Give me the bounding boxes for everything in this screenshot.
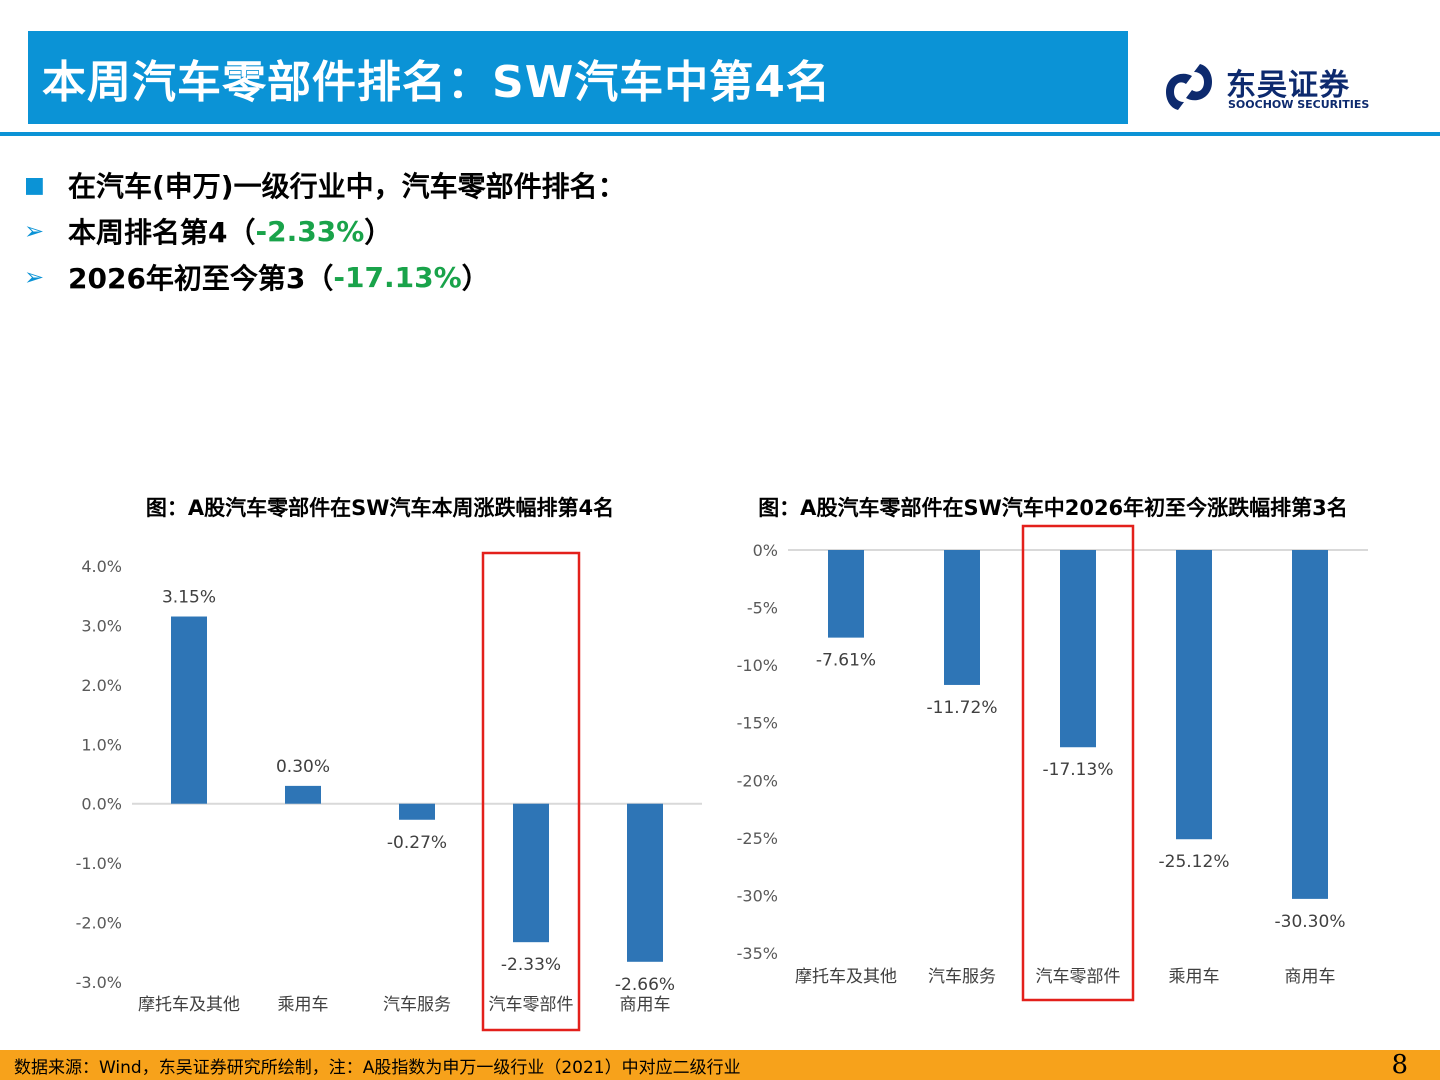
chart-2-title: 图：A股汽车零部件在SW汽车中2026年初至今涨跌幅排第3名	[758, 496, 1348, 520]
bullet-week: ➢ 本周排名第4（ -2.33%）	[24, 208, 626, 254]
bar	[1176, 550, 1212, 840]
y-tick-label: -15%	[737, 714, 778, 733]
bullet-ytd-value: -17.13%	[333, 260, 462, 294]
y-tick-label: -30%	[737, 886, 778, 905]
category-label: 汽车零部件	[489, 995, 574, 1015]
bar	[944, 550, 980, 685]
highlight-box	[481, 551, 581, 1032]
arrow-bullet-icon: ➢	[24, 217, 45, 245]
y-tick-label: 0.0%	[81, 795, 122, 814]
summary-bullets: ■ 在汽车(申万)一级行业中，汽车零部件排名： ➢ 本周排名第4（ -2.33%）…	[24, 162, 626, 300]
data-label: 3.15%	[162, 588, 216, 608]
y-tick-label: -2.0%	[76, 914, 122, 933]
y-tick-label: -5%	[747, 599, 778, 618]
bullet-week-value: -2.33%	[255, 214, 365, 248]
category-label: 乘用车	[278, 995, 329, 1015]
logo-english-name: SOOCHOW SECURITIES	[1228, 98, 1370, 111]
data-label: -2.66%	[615, 975, 675, 995]
data-label: -17.13%	[1043, 760, 1114, 780]
bullet-ytd-prefix: 2026年初至今第3（	[68, 262, 334, 295]
weekly-change-bar-chart: 4.0% 3.0% 2.0% 1.0% 0.0% -1.0% -2.0% -3.0% 3.15%…	[76, 551, 702, 1032]
arrow-bullet-icon: ➢	[24, 263, 45, 291]
data-label: 0.30%	[276, 757, 330, 777]
footer-source: 数据来源：Wind，东吴证券研究所绘制，注：A股指数为申万一级行业（2021）中…	[14, 1057, 741, 1078]
y-tick-label: 0%	[753, 541, 778, 560]
category-label: 汽车服务	[383, 995, 451, 1015]
bar	[399, 803, 435, 820]
category-label: 汽车服务	[928, 967, 996, 987]
footer-bar: 数据来源：Wind，东吴证券研究所绘制，注：A股指数为申万一级行业（2021）中…	[0, 1050, 1440, 1080]
page-number: 8	[1391, 1050, 1408, 1080]
y-tick-label: 4.0%	[81, 557, 122, 576]
y-tick-label: -25%	[737, 829, 778, 848]
bar	[285, 785, 321, 804]
y-tick-label: -3.0%	[76, 973, 122, 992]
y-tick-label: -10%	[737, 656, 778, 675]
data-label: -2.33%	[501, 955, 561, 975]
data-label: -7.61%	[816, 651, 876, 671]
square-bullet-icon: ■	[24, 172, 45, 198]
bullet-ytd-suffix: ）	[461, 262, 490, 295]
y-tick-label: -35%	[737, 944, 778, 963]
bullet-week-suffix: ）	[364, 216, 393, 249]
bar	[627, 803, 663, 962]
logo-chinese-name: 东吴证券	[1226, 68, 1350, 103]
y-tick-label: 3.0%	[81, 616, 122, 635]
soochow-logo-icon	[1166, 64, 1212, 110]
data-label: -0.27%	[387, 833, 447, 853]
bullet-main: ■ 在汽车(申万)一级行业中，汽车零部件排名：	[24, 162, 626, 208]
bar	[1060, 550, 1096, 748]
data-label: -25.12%	[1159, 852, 1230, 872]
y-tick-label: -1.0%	[76, 854, 122, 873]
header-divider	[0, 132, 1440, 136]
bullet-ytd: ➢ 2026年初至今第3（ -17.13%）	[24, 254, 626, 300]
category-label: 商用车	[1285, 967, 1336, 987]
category-label: 乘用车	[1169, 967, 1220, 987]
category-label: 商用车	[620, 995, 671, 1015]
category-label: 摩托车及其他	[795, 967, 897, 987]
title-bar: 本周汽车零部件排名：SW汽车中第4名	[28, 31, 1128, 124]
bullet-main-text: 在汽车(申万)一级行业中，汽车零部件排名：	[68, 170, 626, 203]
y-tick-label: -20%	[737, 771, 778, 790]
page-title: 本周汽车零部件排名：SW汽车中第4名	[42, 56, 831, 108]
bar	[828, 550, 864, 638]
bar	[513, 803, 549, 943]
highlight-box	[1021, 524, 1135, 1002]
company-logo: 东吴证券 SOOCHOW SECURITIES	[1160, 62, 1370, 114]
bar	[1292, 550, 1328, 899]
category-label: 汽车零部件	[1036, 967, 1121, 987]
ytd-change-bar-chart: 0% -5% -10% -15% -20% -25% -30% -35% -7.61% 摩托车及其…	[737, 524, 1368, 1002]
bar	[171, 616, 207, 804]
chart-1-title: 图：A股汽车零部件在SW汽车本周涨跌幅排第4名	[145, 496, 615, 520]
data-label: -11.72%	[927, 698, 998, 718]
data-label: -30.30%	[1275, 912, 1346, 932]
y-tick-label: 2.0%	[81, 676, 122, 695]
y-tick-label: 1.0%	[81, 735, 122, 754]
category-label: 摩托车及其他	[138, 995, 240, 1015]
bullet-week-prefix: 本周排名第4（	[68, 216, 256, 249]
